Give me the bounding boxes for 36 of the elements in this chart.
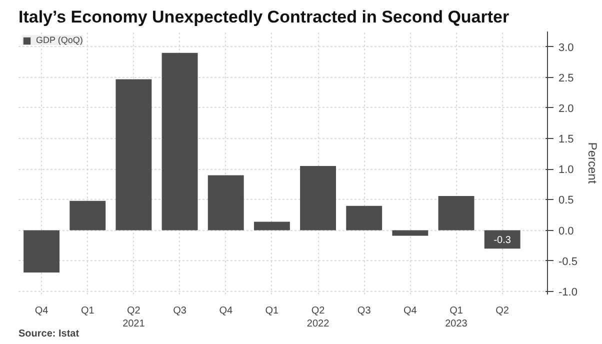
bar (438, 196, 474, 230)
bar (70, 200, 106, 230)
y-tick-label: 0.0 (558, 225, 574, 238)
x-tick-label: Q4 (34, 306, 49, 316)
x-tick-label: Q2 2022 (306, 306, 330, 330)
x-tick-label: Q1 2023 (445, 306, 468, 330)
y-tick-label: 0.5 (558, 194, 574, 207)
x-tick-label: Q3 (357, 306, 372, 316)
y-tick-label: 2.0 (558, 102, 574, 115)
x-tick-label: Q4 (404, 306, 418, 316)
x-tick-label: Q4 (219, 306, 233, 316)
x-tick-label: Q1 (80, 306, 95, 316)
y-tick-label: -1.0 (558, 286, 578, 298)
bar (254, 222, 290, 230)
data-label: -0.3 (494, 234, 512, 246)
bar (116, 79, 152, 230)
source-note: Source: Istat (18, 328, 80, 340)
legend-label: GDP (QoQ) (36, 35, 83, 45)
x-tick-label: Q3 (173, 306, 187, 316)
bar (24, 230, 60, 272)
y-axis-title: Percent (585, 142, 600, 184)
y-tick-label: 1.5 (558, 134, 574, 146)
x-tick-label: Q1 (265, 306, 280, 316)
y-tick-label: -0.5 (558, 256, 578, 268)
chart-title: Italy’s Economy Unexpectedly Contracted in Second Quarter (18, 8, 510, 26)
y-tick-label: 2.5 (558, 72, 574, 84)
bar (392, 230, 428, 236)
bar (484, 230, 520, 249)
bar (162, 52, 198, 230)
x-tick-label: Q2 2021 (122, 306, 146, 330)
bar (208, 175, 244, 230)
y-tick-label: 3.0 (558, 42, 574, 54)
bar (300, 166, 336, 230)
y-tick-label: 1.0 (558, 164, 574, 176)
x-tick-label: Q2 (496, 306, 510, 316)
bar (346, 206, 382, 230)
